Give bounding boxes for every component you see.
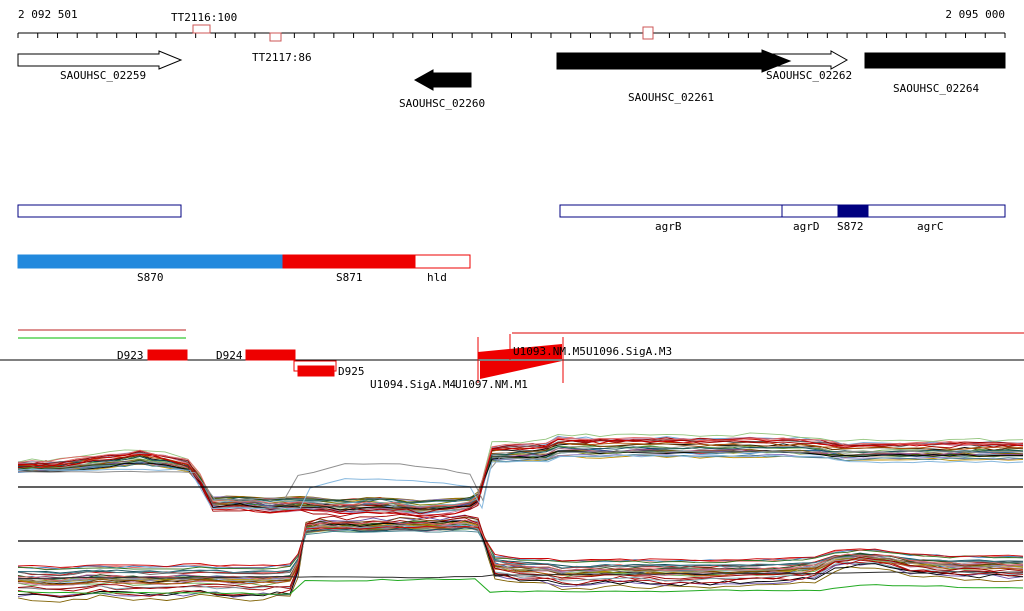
transcript-S870[interactable] (17, 254, 284, 269)
gene-label: SAOUHSC_02262 (766, 69, 852, 82)
srna-feature-label: U1093.NM.M5 (513, 345, 586, 358)
gene-SAOUHSC_02262[interactable] (770, 50, 849, 70)
coverage-series (17, 438, 1024, 509)
srna-label: D924 (216, 349, 243, 362)
gene-SAOUHSC_02260[interactable] (413, 69, 472, 91)
gene-label: SAOUHSC_02260 (399, 97, 485, 110)
srna-D924[interactable] (245, 349, 296, 361)
operon-upstream[interactable] (17, 204, 182, 218)
coverage-series (17, 517, 1024, 590)
transcript-hld[interactable] (414, 254, 471, 269)
srna-label: D923 (117, 349, 144, 362)
coverage-series (17, 438, 1024, 517)
coverage-series (17, 523, 1024, 571)
operon-segment-S872[interactable] (837, 204, 869, 218)
ruler-marker[interactable] (642, 26, 654, 40)
coverage-series (17, 520, 1024, 598)
srna-feature-label: U1096.SigA.M3 (586, 345, 672, 358)
srna-track: D923 D924 D925 U1093.NM.M5 U1096.SigA.M3 U109… (0, 329, 1024, 391)
gene-label: SAOUHSC_02259 (60, 69, 146, 82)
transcript-S871[interactable] (282, 254, 416, 269)
srna-wedge[interactable] (478, 344, 562, 359)
srna-feature-label: U1097.NM.M1 (455, 378, 528, 391)
coverage-series (17, 525, 1024, 568)
srna-wedge[interactable] (480, 361, 562, 379)
transcript-label: S870 (137, 271, 164, 284)
coverage-series (17, 450, 1024, 502)
operon-label: S872 (837, 220, 864, 233)
coverage-plot (17, 432, 1024, 603)
coverage-series (17, 571, 1024, 580)
coverage-series (17, 524, 1024, 570)
transcript-label: S871 (336, 271, 363, 284)
ruler-marker-label: TT2116:100 (171, 11, 237, 24)
ruler-track: TT2116:100 TT2117:86 (17, 11, 1006, 64)
srna-label: D925 (338, 365, 365, 378)
operon-label: agrD (793, 220, 820, 233)
ruler-marker[interactable] (269, 32, 282, 42)
gene-SAOUHSC_02261[interactable] (556, 49, 792, 73)
srna-D925[interactable] (297, 365, 335, 377)
coverage-series (17, 437, 1024, 508)
ruler-end-label: 2 095 000 (945, 8, 1005, 21)
coverage-series (17, 530, 1024, 575)
operon-label: agrC (917, 220, 944, 233)
ruler-marker[interactable] (192, 24, 211, 34)
transcript-track: S870 S871 hld (17, 254, 471, 284)
operon-label: agrB (655, 220, 682, 233)
coverage-series (17, 454, 1024, 510)
gene-SAOUHSC_02259[interactable] (17, 50, 183, 70)
gene-label: SAOUHSC_02261 (628, 91, 714, 104)
coverage-series (17, 522, 1024, 587)
coverage-series (17, 524, 1024, 590)
gene-track: SAOUHSC_02259 SAOUHSC_02260 SAOUHSC_02262 S… (17, 49, 1006, 110)
gene-label: SAOUHSC_02264 (893, 82, 979, 95)
srna-D923[interactable] (147, 349, 188, 361)
coverage-series (17, 522, 1024, 582)
gene-SAOUHSC_02264[interactable] (864, 52, 1006, 69)
operon-track: agrB agrD S872 agrC (17, 204, 1006, 233)
ruler-marker-label: TT2117:86 (252, 51, 312, 64)
transcript-label: hld (427, 271, 447, 284)
coverage-series (17, 578, 1024, 595)
ruler-start-label: 2 092 501 (18, 8, 78, 21)
srna-feature-label: U1094.SigA.M4 (370, 378, 456, 391)
